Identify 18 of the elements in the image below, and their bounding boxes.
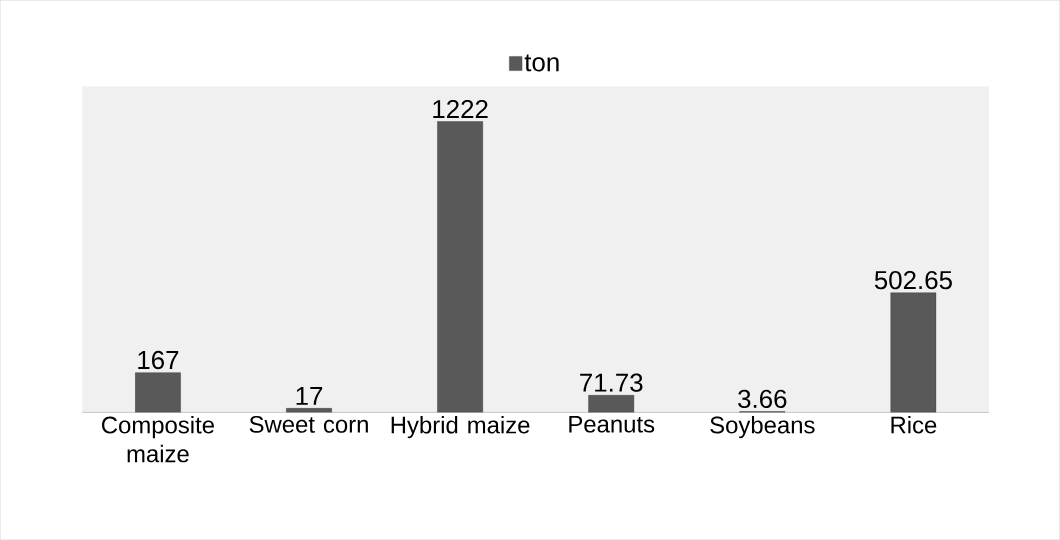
data-label: 71.73 (580, 373, 643, 392)
x-tick-label: Sweet corn (249, 415, 368, 433)
x-tick-label: Hybrid maize (391, 415, 530, 439)
bar (437, 121, 483, 413)
bar (588, 395, 635, 413)
data-label: 17 (296, 386, 323, 405)
x-tick-label: Soybeans (710, 415, 815, 439)
bar (135, 372, 181, 413)
legend-label: ton (524, 54, 559, 72)
data-label: 1222 (433, 99, 488, 118)
data-label: 502.65 (874, 270, 952, 290)
bar (890, 292, 937, 413)
data-label: 3.66 (738, 389, 787, 408)
x-tick-label: Peanuts (569, 415, 655, 433)
x-tick-label: Rice (891, 415, 937, 434)
bar (286, 408, 332, 413)
x-tick-label: Composite maize (102, 415, 214, 463)
data-label: 167 (138, 350, 179, 370)
